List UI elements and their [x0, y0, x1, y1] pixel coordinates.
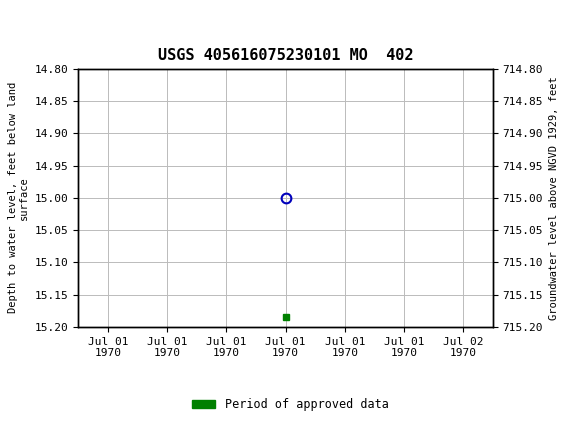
Text: ≋USGS: ≋USGS: [9, 9, 63, 27]
Title: USGS 405616075230101 MO  402: USGS 405616075230101 MO 402: [158, 49, 414, 64]
Y-axis label: Depth to water level, feet below land
surface: Depth to water level, feet below land su…: [8, 82, 29, 313]
Y-axis label: Groundwater level above NGVD 1929, feet: Groundwater level above NGVD 1929, feet: [549, 76, 559, 319]
Legend: Period of approved data: Period of approved data: [187, 393, 393, 415]
